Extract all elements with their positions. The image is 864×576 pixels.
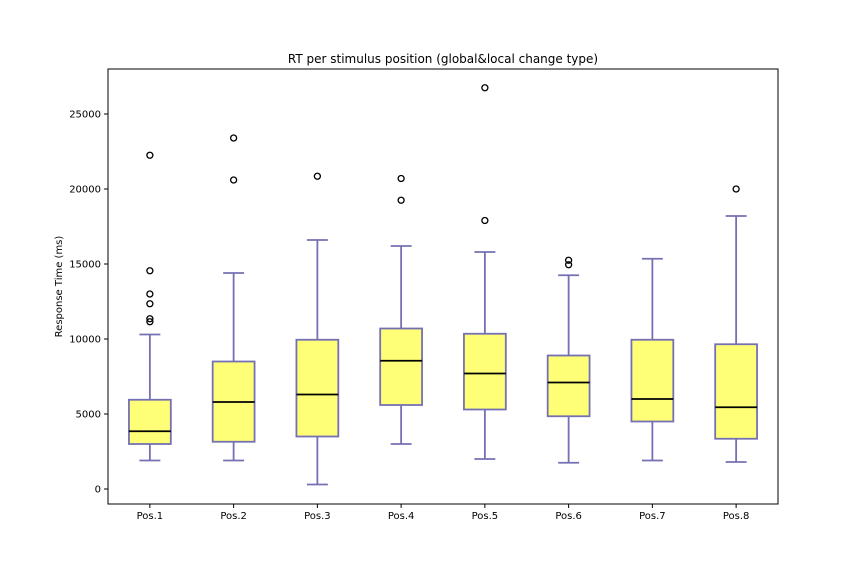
- y-tick-label: 20000: [69, 185, 101, 196]
- y-tick-label: 5000: [76, 410, 101, 421]
- outlier-point: [146, 267, 154, 275]
- outlier-point: [564, 256, 573, 264]
- outlier-point: [229, 176, 238, 184]
- outlier-point: [146, 290, 154, 298]
- outlier-point: [146, 315, 154, 323]
- box-pos1: [128, 398, 172, 445]
- plot-frame: [107, 68, 779, 505]
- y-tick-label: 0: [95, 485, 101, 496]
- x-tick-label: Pos.3: [304, 511, 331, 522]
- x-tick-label: Pos.6: [555, 511, 582, 522]
- box-pos4: [379, 327, 423, 406]
- x-tick-label: Pos.4: [388, 511, 415, 522]
- x-tick-label: Pos.1: [137, 511, 164, 522]
- y-tick-label: 25000: [69, 110, 101, 121]
- box-pos5: [463, 332, 507, 411]
- x-tick-label: Pos.2: [220, 511, 247, 522]
- y-axis-label: Response Time (ms): [54, 236, 65, 338]
- outlier-point: [146, 151, 154, 159]
- outlier-point: [229, 134, 238, 142]
- y-tick-label: 15000: [69, 260, 101, 271]
- chart-title: RT per stimulus position (global&local c…: [288, 52, 598, 66]
- x-tick-label: Pos.5: [472, 511, 499, 522]
- y-tick-label: 10000: [69, 335, 101, 346]
- outlier-point: [564, 261, 573, 269]
- box-pos8: [714, 343, 758, 440]
- outlier-point: [732, 185, 740, 193]
- x-tick-label: Pos.8: [723, 511, 750, 522]
- outlier-point: [397, 174, 405, 183]
- outlier-point: [397, 196, 405, 204]
- box-pos7: [630, 338, 675, 423]
- plot-area: 0 5000 10000 15000 20000 25000 Pos.1 Pos.2 Pos.3…: [69, 84, 758, 522]
- outlier-point: [481, 216, 489, 225]
- outlier-point: [313, 172, 322, 180]
- box-pos3: [295, 338, 340, 438]
- box-pos6: [546, 354, 591, 418]
- outlier-point: [481, 84, 489, 92]
- x-tick-label: Pos.7: [639, 511, 666, 522]
- outlier-point: [146, 300, 154, 308]
- outlier-point: [146, 318, 154, 326]
